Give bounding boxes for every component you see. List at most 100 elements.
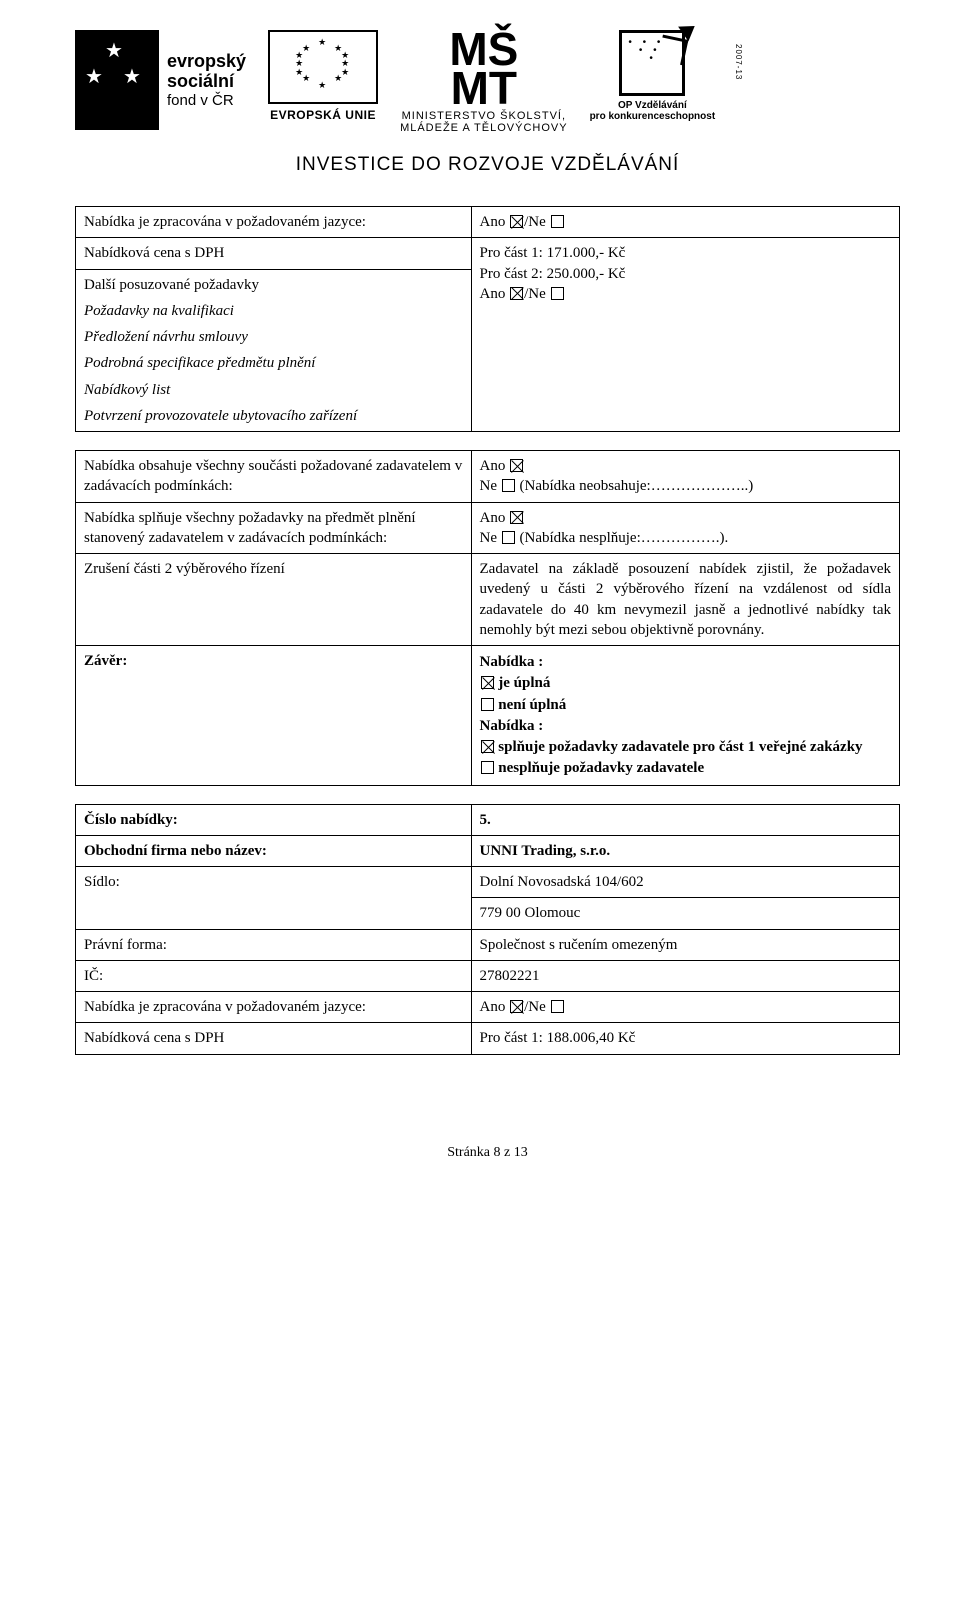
investment-banner: INVESTICE DO ROZVOJE VZDĚLÁVÁNÍ (75, 154, 900, 176)
value-conclusion: Nabídka : je úplná není úplná Nabídka : … (471, 646, 899, 786)
page: ★★★ evropský sociální fond v ČR ★★ ★★ ★★… (0, 0, 960, 1201)
conclusion-opt-incomplete: není úplná (480, 695, 891, 715)
table-row: Nabídka splňuje všechny požadavky na pře… (76, 502, 900, 554)
table-row: Nabídková cena s DPH Pro část 1: 171.000… (76, 238, 900, 269)
checkbox-checked-icon (481, 676, 494, 689)
eu-logo: ★★ ★★ ★★ ★★ ★★ ★★ EVROPSKÁ UNIE (268, 30, 378, 122)
text: je úplná (495, 675, 551, 691)
text: Ano (480, 458, 510, 474)
table-row: Obchodní firma nebo název: UNNI Trading,… (76, 835, 900, 866)
text: /Ne (524, 999, 549, 1015)
esf-logo: ★★★ evropský sociální fond v ČR (75, 30, 246, 130)
checkbox-ano-icon (510, 1000, 523, 1013)
checkbox-ne-icon (551, 1000, 564, 1013)
value-fulfils-reqs: Ano Ne (Nabídka nesplňuje:…………….). (471, 502, 899, 554)
offer-language-price-table: Nabídka je zpracována v požadovaném jazy… (75, 206, 900, 432)
msmt-text: MINISTERSTVO ŠKOLSTVÍ, MLÁDEŽE A TĚLOVÝC… (400, 110, 568, 134)
label-conclusion: Závěr: (76, 646, 472, 786)
text: není úplná (495, 697, 567, 713)
value-seat-city: 779 00 Olomouc (471, 898, 899, 929)
table-row: Nabídka je zpracována v požadovaném jazy… (76, 207, 900, 238)
table-row: Sídlo: Dolní Novosadská 104/602 (76, 867, 900, 898)
label-offer-number: Číslo nabídky: (76, 804, 472, 835)
esf-line1: evropský (167, 51, 246, 71)
label-further-requirements: Další posuzované požadavky Požadavky na … (76, 269, 472, 432)
checkbox-ne-icon (551, 215, 564, 228)
value-contains-parts: Ano Ne (Nabídka neobsahuje:………………..) (471, 451, 899, 503)
checkbox-icon (481, 698, 494, 711)
esf-line2: sociální (167, 71, 234, 91)
table-row: Nabídka je zpracována v požadovaném jazy… (76, 992, 900, 1023)
label-seat: Sídlo: (76, 867, 472, 930)
table-row: Závěr: Nabídka : je úplná není úplná Nab… (76, 646, 900, 786)
text: Ano (480, 214, 510, 230)
table-row: Právní forma: Společnost s ručením omeze… (76, 929, 900, 960)
sub-req-4: Nabídkový list (84, 380, 463, 400)
msmt-glyph-bot: MT (451, 62, 517, 114)
text: (Nabídka nesplňuje:…………….). (516, 530, 728, 546)
value-seat-street: Dolní Novosadská 104/602 (471, 867, 899, 898)
label-company-name: Obchodní firma nebo název: (76, 835, 472, 866)
eu-label: EVROPSKÁ UNIE (270, 108, 376, 122)
msmt-glyph-icon: MŠ MT (400, 30, 568, 108)
value-language-2: Ano /Ne (471, 992, 899, 1023)
conclusion-heading-2: Nabídka : (480, 716, 891, 736)
checkbox-ano-icon (510, 215, 523, 228)
text: (Nabídka neobsahuje:………………..) (516, 478, 753, 494)
value-offer-number: 5. (471, 804, 899, 835)
checkbox-checked-icon (481, 740, 494, 753)
label-language: Nabídka je zpracována v požadovaném jazy… (76, 207, 472, 238)
checkbox-ano-icon (510, 459, 523, 472)
sub-req-3: Podrobná specifikace předmětu plnění (84, 353, 463, 373)
text: Ne (480, 530, 501, 546)
text: nesplňuje požadavky zadavatele (495, 760, 705, 776)
sub-req-2: Předložení návrhu smlouvy (84, 327, 463, 347)
sub-req-5: Potvrzení provozovatele ubytovacího zaří… (84, 406, 463, 426)
checkbox-ano-icon (510, 287, 523, 300)
text: splňuje požadavky zadavatele pro část 1 … (495, 739, 863, 755)
checkbox-ne-icon (502, 479, 515, 492)
opvk-line1: OP Vzdělávání (590, 100, 716, 111)
text: /Ne (524, 286, 549, 302)
label-ic: IČ: (76, 960, 472, 991)
sub-req-1: Požadavky na kvalifikaci (84, 301, 463, 321)
table-row: Nabídka obsahuje všechny součásti požado… (76, 451, 900, 503)
label-price-dph: Nabídková cena s DPH (76, 238, 472, 269)
esf-line3: fond v ČR (167, 92, 234, 109)
price-part2: Pro část 2: 250.000,- Kč (480, 264, 891, 284)
checkbox-ne-icon (502, 531, 515, 544)
value-language: Ano /Ne (471, 207, 899, 238)
msmt-logo: MŠ MT MINISTERSTVO ŠKOLSTVÍ, MLÁDEŽE A T… (400, 30, 568, 134)
bidder-identity-table: Číslo nabídky: 5. Obchodní firma nebo ná… (75, 804, 900, 1055)
price-part1: Pro část 1: 171.000,- Kč (480, 243, 891, 263)
label-fulfils-reqs: Nabídka splňuje všechny požadavky na pře… (76, 502, 472, 554)
conclusion-opt-complete: je úplná (480, 673, 891, 693)
label-price-dph-2: Nabídková cena s DPH (76, 1023, 472, 1054)
value-price-and-further: Pro část 1: 171.000,- Kč Pro část 2: 250… (471, 238, 899, 432)
value-company-name: UNNI Trading, s.r.o. (471, 835, 899, 866)
value-legal-form: Společnost s ručením omezeným (471, 929, 899, 960)
conclusion-heading: Nabídka : (480, 652, 891, 672)
label-contains-parts: Nabídka obsahuje všechny součásti požado… (76, 451, 472, 503)
opvk-box-icon: • • • • • • (619, 30, 685, 96)
further-yesno: Ano /Ne (480, 284, 891, 304)
table-row: IČ: 27802221 (76, 960, 900, 991)
msmt-line2: MLÁDEŽE A TĚLOVÝCHOVY (400, 122, 568, 134)
label-cancel-part2: Zrušení části 2 výběrového řízení (76, 554, 472, 646)
value-ic: 27802221 (471, 960, 899, 991)
value-cancel-part2: Zadavatel na základě posouzení nabídek z… (471, 554, 899, 646)
msmt-line1: MINISTERSTVO ŠKOLSTVÍ, (400, 110, 568, 122)
table-row: Nabídková cena s DPH Pro část 1: 188.006… (76, 1023, 900, 1054)
text: Ne (480, 478, 501, 494)
text: Ano (480, 286, 510, 302)
checkbox-ne-icon (551, 287, 564, 300)
opvk-logo: • • • • • • 2007-13 OP Vzdělávání pro ko… (590, 30, 716, 122)
text: /Ne (524, 214, 549, 230)
conclusion-opt-notfulfil: nesplňuje požadavky zadavatele (480, 758, 891, 778)
page-footer: Stránka 8 z 13 (75, 1145, 900, 1161)
funding-logo-strip: ★★★ evropský sociální fond v ČR ★★ ★★ ★★… (75, 30, 900, 134)
text: Další posuzované požadavky (84, 275, 463, 295)
evaluation-table: Nabídka obsahuje všechny součásti požado… (75, 450, 900, 786)
eu-flag-icon: ★★ ★★ ★★ ★★ ★★ ★★ (268, 30, 378, 104)
table-row: Číslo nabídky: 5. (76, 804, 900, 835)
